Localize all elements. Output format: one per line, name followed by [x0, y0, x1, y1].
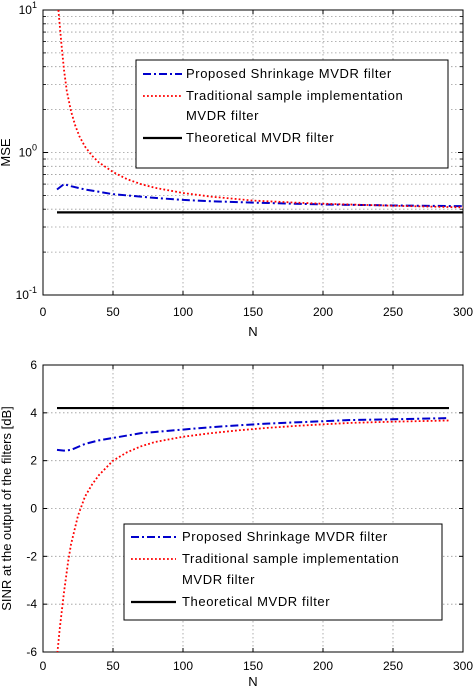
- legend-entry-0: Proposed Shrinkage MVDR filter: [182, 529, 388, 544]
- series-group: [56, 10, 463, 214]
- x-tick-label: 150: [243, 305, 263, 319]
- series-line-1: [56, 419, 450, 652]
- x-tick-label: 50: [106, 305, 120, 319]
- series-line-0: [56, 183, 463, 208]
- x-axis-label: N: [248, 324, 257, 339]
- y-tick-label: -2: [26, 549, 37, 563]
- x-axis: 0 50 100 150 200 250 300: [40, 10, 473, 319]
- x-tick-label: 0: [40, 659, 47, 673]
- x-tick-label: 200: [313, 305, 333, 319]
- y-tick-label: 6: [30, 358, 37, 372]
- series-line-1: [57, 10, 463, 209]
- y-tick-label: 2: [30, 454, 37, 468]
- x-tick-label: 100: [173, 305, 193, 319]
- y-tick-label: -6: [26, 645, 37, 659]
- legend-box: [123, 523, 443, 621]
- y-tick-label: 101: [19, 0, 37, 17]
- y-tick-label: 0: [30, 502, 37, 516]
- legend-entry-0: Proposed Shrinkage MVDR filter: [186, 66, 392, 81]
- y-axis: 101 100 10-1: [16, 0, 463, 302]
- x-tick-label: 300: [453, 659, 473, 673]
- x-tick-label: 200: [313, 659, 333, 673]
- y-tick-label: 4: [30, 406, 37, 420]
- x-axis-label: N: [248, 674, 257, 689]
- y-axis-label: SINR at the output of the filters [dB]: [0, 406, 14, 611]
- chart-sinr: 0 50 100 150 200 250 300 N 6 4 2 0 -2 -4 -6 SINR at the…: [0, 358, 473, 689]
- x-tick-label: 150: [243, 659, 263, 673]
- chart-mse: 0 50 100 150 200 250 300 N 101 100 10-1 MSE Proposed…: [0, 0, 473, 339]
- y-axis-label: MSE: [0, 138, 13, 167]
- x-axis: 0 50 100 150 200 250 300: [40, 365, 473, 673]
- legend-entry-1: MVDR filter: [182, 572, 255, 587]
- legend: Proposed Shrinkage MVDR filter Traditiona…: [135, 59, 449, 169]
- x-tick-label: 100: [173, 659, 193, 673]
- grid: [43, 10, 463, 295]
- legend-entry-1: MVDR filter: [186, 108, 259, 123]
- series-line-0: [56, 417, 450, 452]
- x-tick-label: 50: [106, 659, 120, 673]
- series-group: [56, 406, 450, 652]
- legend-entry-2: Theoretical MVDR filter: [186, 130, 334, 145]
- y-tick-label: 10-1: [16, 285, 37, 302]
- x-tick-label: 0: [40, 305, 47, 319]
- y-tick-label: 100: [19, 143, 37, 160]
- legend-entry-2: Theoretical MVDR filter: [182, 594, 330, 609]
- legend-entry-1: Traditional sample implementation: [182, 551, 399, 566]
- y-tick-label: -4: [26, 597, 37, 611]
- y-axis: 6 4 2 0 -2 -4 -6: [26, 358, 463, 659]
- legend: Proposed Shrinkage MVDR filter Traditiona…: [123, 523, 443, 621]
- x-tick-label: 250: [383, 659, 403, 673]
- legend-entry-1: Traditional sample implementation: [186, 88, 403, 103]
- legend-box: [135, 59, 449, 169]
- x-tick-label: 300: [453, 305, 473, 319]
- x-tick-label: 250: [383, 305, 403, 319]
